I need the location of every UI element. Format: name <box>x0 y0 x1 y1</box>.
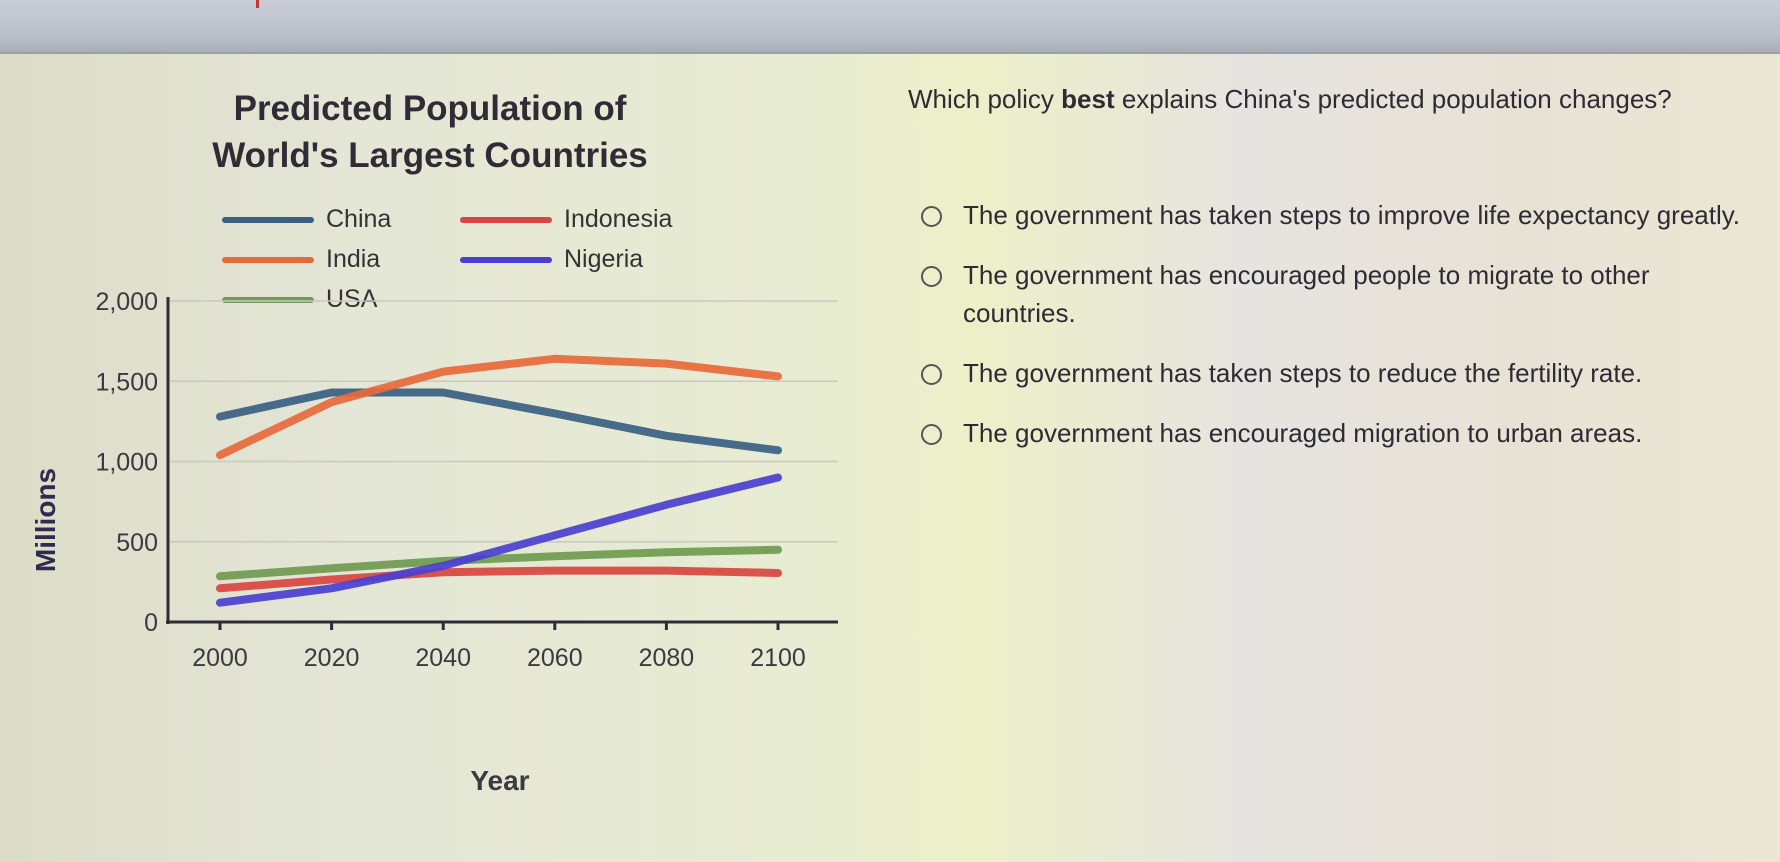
legend-label-nigeria: Nigeria <box>564 245 644 273</box>
legend-item-china: China <box>222 205 391 234</box>
x-tick-label: 2080 <box>639 644 695 672</box>
y-tick-label: 2,000 <box>95 288 158 316</box>
answer-option-4[interactable]: The government has encouraged migration … <box>908 414 1748 452</box>
legend-label-indonesia: Indonesia <box>564 205 673 233</box>
answer-option-label: The government has encouraged migration … <box>963 418 1643 448</box>
x-tick-label: 2100 <box>750 644 806 672</box>
answer-option-3[interactable]: The government has taken steps to reduce… <box>908 354 1748 392</box>
series-line-usa <box>216 545 782 581</box>
x-axis-title: Year <box>470 765 529 796</box>
legend-item-india: India <box>222 245 380 274</box>
answer-option-1[interactable]: The government has taken steps to improv… <box>908 196 1748 234</box>
question-emphasis: best <box>1061 84 1115 114</box>
legend-label-china: China <box>326 205 392 233</box>
legend-swatch-usa <box>222 296 314 303</box>
chart-title-line-2: World's Largest Countries <box>212 136 648 175</box>
chart-title: Predicted Population of World's Largest … <box>120 85 740 179</box>
legend-swatch-india <box>222 256 314 263</box>
chart-title-line-1: Predicted Population of <box>233 89 627 128</box>
answer-option-label: The government has taken steps to reduce… <box>963 358 1643 388</box>
question-suffix: explains China's predicted population ch… <box>1114 84 1672 114</box>
series-line-china <box>216 388 782 455</box>
x-tick-label: 2000 <box>192 644 248 672</box>
line-chart: 0 500 1,000 1,500 2,000 2000 2020 2040 2060 2080 2… <box>30 288 838 796</box>
x-tick-label: 2040 <box>415 644 471 672</box>
y-tick-label: 500 <box>116 529 158 557</box>
question-text: Which policy best explains China's predi… <box>908 80 1728 118</box>
y-tick-label: 1,500 <box>95 368 158 396</box>
answer-option-label: The government has encouraged people to … <box>963 260 1650 328</box>
x-tick-label: 2060 <box>527 644 583 672</box>
radio-button[interactable] <box>921 364 942 385</box>
legend-swatch-nigeria <box>460 256 552 263</box>
header-accent-mark <box>256 0 259 8</box>
browser-top-bar <box>0 0 1780 54</box>
answer-option-label: The government has taken steps to improv… <box>963 200 1741 230</box>
radio-button[interactable] <box>921 424 942 445</box>
legend-item-indonesia: Indonesia <box>460 205 672 234</box>
series-line-india <box>216 354 782 460</box>
legend-swatch-china <box>222 216 314 223</box>
legend-item-nigeria: Nigeria <box>460 245 643 274</box>
question-prefix: Which policy <box>908 84 1062 114</box>
answer-options: The government has taken steps to improv… <box>908 196 1748 474</box>
series-line-indonesia <box>216 566 782 593</box>
radio-button[interactable] <box>921 206 942 227</box>
radio-button[interactable] <box>921 266 942 287</box>
legend-label-india: India <box>326 245 381 273</box>
legend-item-usa: USA <box>222 285 377 314</box>
legend-swatch-indonesia <box>460 216 552 223</box>
x-tick-label: 2020 <box>304 644 360 672</box>
answer-option-2[interactable]: The government has encouraged people to … <box>908 256 1748 332</box>
legend-label-usa: USA <box>326 285 378 313</box>
y-tick-label: 0 <box>144 609 158 637</box>
y-axis-title: Millions <box>30 468 61 572</box>
y-tick-label: 1,000 <box>95 449 158 477</box>
series-line-nigeria <box>216 473 782 607</box>
